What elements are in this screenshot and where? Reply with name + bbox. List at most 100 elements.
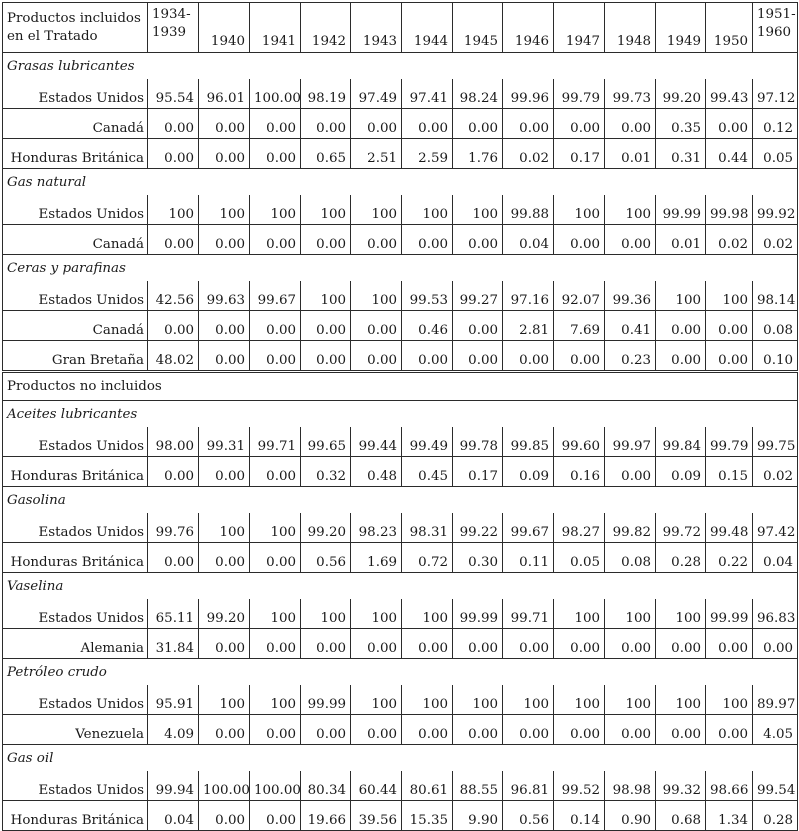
value-cell: 0.00	[350, 224, 402, 255]
value-cell: 97.42	[752, 513, 798, 543]
value-cell: 4.09	[147, 714, 199, 745]
value-cell: 0.05	[752, 138, 798, 169]
value-cell: 99.27	[452, 281, 503, 311]
table-row: Estados Unidos 95.54 96.01 100.00 98.19 97.49…	[2, 79, 798, 109]
value-cell: 100	[705, 281, 753, 311]
value-cell: 0.00	[502, 340, 554, 372]
value-cell: 2.59	[401, 138, 453, 169]
value-cell: 92.07	[553, 281, 605, 311]
value-cell: 99.44	[350, 427, 402, 457]
value-cell: 0.00	[300, 340, 351, 372]
category-row: Ceras y parafinas	[2, 254, 798, 281]
year-header: 1944	[401, 2, 453, 53]
value-cell: 0.00	[452, 628, 503, 659]
value-cell: 99.67	[249, 281, 301, 311]
country-label: Estados Unidos	[2, 771, 148, 801]
value-cell: 98.27	[553, 513, 605, 543]
value-cell: 100	[300, 281, 351, 311]
value-cell: 0.00	[300, 714, 351, 745]
country-label: Estados Unidos	[2, 195, 148, 225]
value-cell: 0.05	[553, 542, 605, 573]
value-cell: 100	[198, 513, 250, 543]
value-cell: 100	[147, 195, 199, 225]
table-row: Estados Unidos 42.56 99.63 99.67 100 100 99.53…	[2, 281, 798, 311]
value-cell: 0.00	[198, 800, 250, 831]
value-cell: 0.00	[705, 310, 753, 341]
value-cell: 98.00	[147, 427, 199, 457]
value-cell: 99.20	[655, 79, 706, 109]
value-cell: 100	[249, 685, 301, 715]
value-cell: 0.00	[401, 714, 453, 745]
value-cell: 100	[705, 685, 753, 715]
value-cell: 99.48	[705, 513, 753, 543]
table-row: Canadá 0.00 0.00 0.00 0.00 0.00 0.46 0.00 2.81 7.…	[2, 310, 798, 341]
value-cell: 0.00	[300, 224, 351, 255]
section-title: Productos no incluidos	[2, 370, 798, 401]
value-cell: 0.00	[705, 340, 753, 372]
value-cell: 100	[249, 513, 301, 543]
value-cell: 65.11	[147, 599, 199, 629]
value-cell: 0.00	[553, 340, 605, 372]
value-cell: 0.01	[655, 224, 706, 255]
value-cell: 96.83	[752, 599, 798, 629]
value-cell: 48.02	[147, 340, 199, 372]
value-cell: 0.31	[655, 138, 706, 169]
value-cell: 0.00	[655, 310, 706, 341]
value-cell: 0.00	[198, 542, 250, 573]
value-cell: 98.66	[705, 771, 753, 801]
country-label: Estados Unidos	[2, 599, 148, 629]
year-header: 1949	[655, 2, 706, 53]
value-cell: 0.00	[249, 800, 301, 831]
value-cell: 0.00	[401, 340, 453, 372]
value-cell: 100	[401, 685, 453, 715]
table-row: Gran Bretaña 48.02 0.00 0.00 0.00 0.00 0.00 0.0…	[2, 340, 798, 372]
category-row: Aceites lubricantes	[2, 400, 798, 427]
value-cell: 0.01	[604, 138, 656, 169]
value-cell: 99.94	[147, 771, 199, 801]
value-cell: 0.00	[752, 628, 798, 659]
value-cell: 0.23	[604, 340, 656, 372]
value-cell: 0.00	[604, 628, 656, 659]
value-cell: 99.99	[655, 195, 706, 225]
value-cell: 0.72	[401, 542, 453, 573]
value-cell: 99.84	[655, 427, 706, 457]
value-cell: 0.17	[452, 456, 503, 487]
table-row: Honduras Británica 0.00 0.00 0.00 0.32 0.48 0.…	[2, 456, 798, 487]
value-cell: 0.00	[300, 628, 351, 659]
table-row: Alemania 31.84 0.00 0.00 0.00 0.00 0.00 0.00 0.0…	[2, 628, 798, 659]
table-row: Honduras Británica 0.00 0.00 0.00 0.65 2.51 2.…	[2, 138, 798, 169]
value-cell: 0.00	[147, 138, 199, 169]
category-title: Vaselina	[2, 572, 798, 599]
value-cell: 100	[553, 195, 605, 225]
value-cell: 2.51	[350, 138, 402, 169]
value-cell: 0.00	[553, 628, 605, 659]
value-cell: 0.00	[147, 542, 199, 573]
value-cell: 80.34	[300, 771, 351, 801]
table-row: Estados Unidos 100 100 100 100 100 100 100 99.88…	[2, 195, 798, 225]
value-cell: 100	[249, 599, 301, 629]
table-row: Estados Unidos 98.00 99.31 99.71 99.65 99.44 9…	[2, 427, 798, 457]
year-header: 1948	[604, 2, 656, 53]
value-cell: 0.17	[553, 138, 605, 169]
value-cell: 0.00	[198, 138, 250, 169]
header-first-column: Productos incluidos en el Tratado	[2, 2, 148, 53]
value-cell: 100	[604, 195, 656, 225]
value-cell: 0.00	[249, 456, 301, 487]
year-header: 1946	[502, 2, 554, 53]
value-cell: 0.02	[705, 224, 753, 255]
value-cell: 100	[452, 195, 503, 225]
value-cell: 0.35	[655, 108, 706, 139]
country-label: Gran Bretaña	[2, 340, 148, 372]
value-cell: 97.49	[350, 79, 402, 109]
value-cell: 100	[655, 281, 706, 311]
value-cell: 99.96	[502, 79, 554, 109]
country-label: Alemania	[2, 628, 148, 659]
value-cell: 31.84	[147, 628, 199, 659]
value-cell: 60.44	[350, 771, 402, 801]
value-cell: 100	[198, 685, 250, 715]
country-label: Canadá	[2, 224, 148, 255]
value-cell: 100	[655, 599, 706, 629]
value-cell: 99.52	[553, 771, 605, 801]
value-cell: 0.00	[350, 714, 402, 745]
